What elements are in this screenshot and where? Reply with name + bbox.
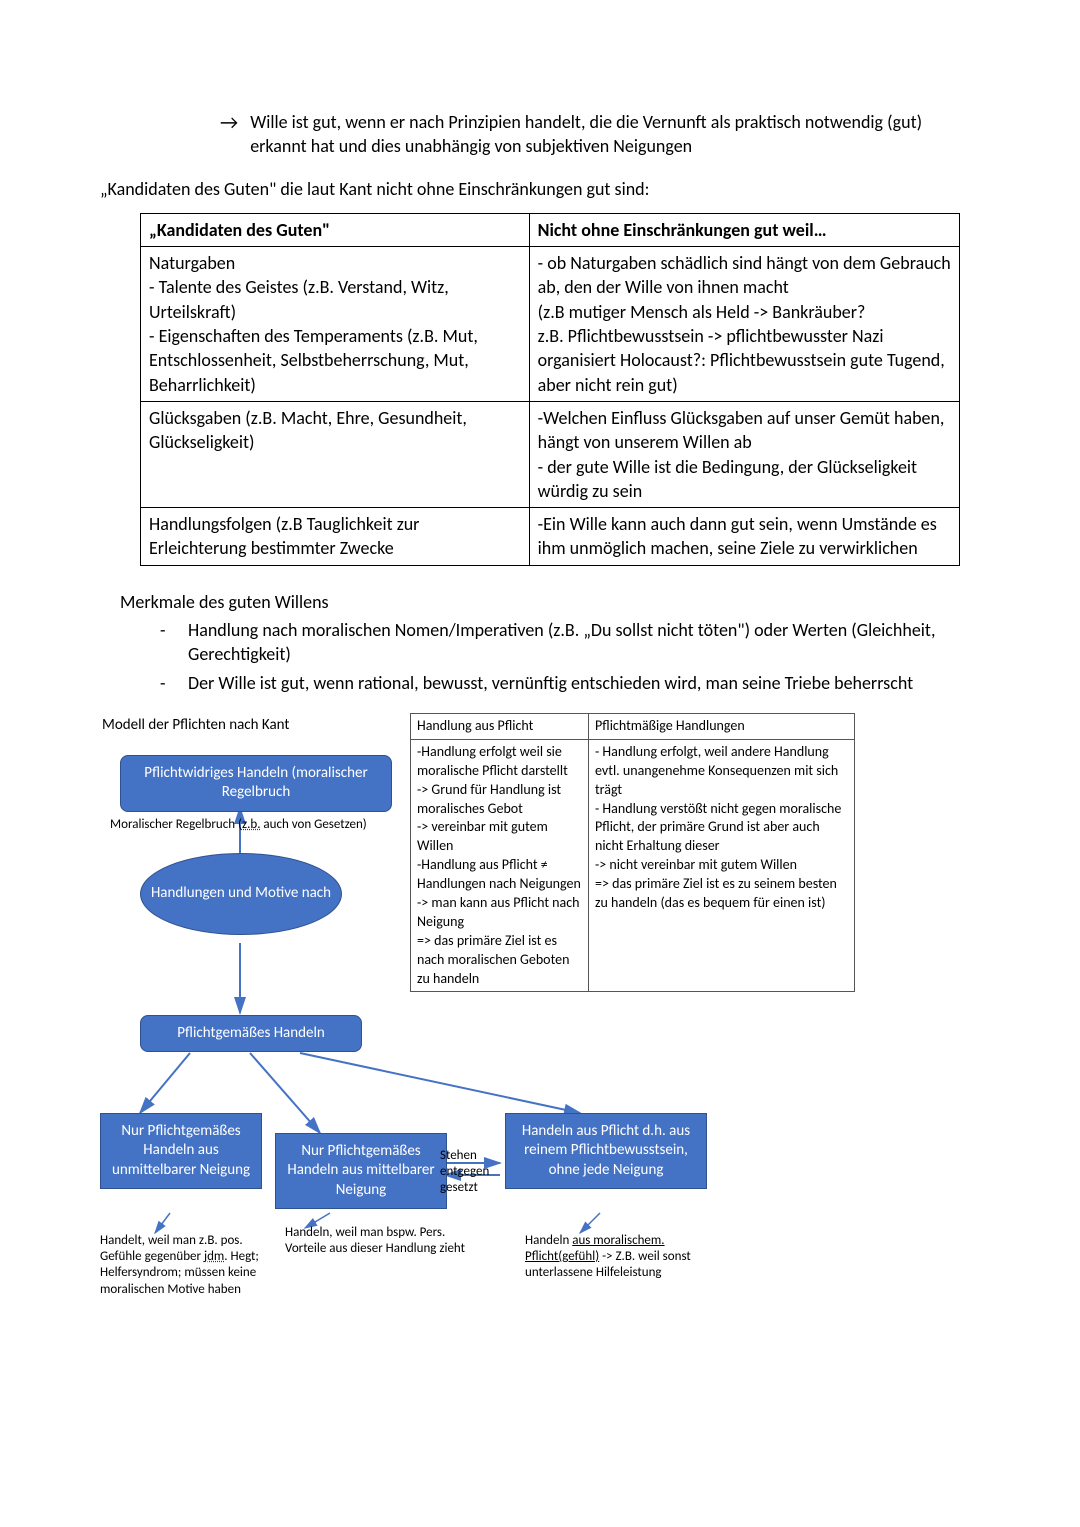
list-item: Handlung nach moralischen Nomen/Imperati… — [160, 618, 980, 667]
dtc2: - Handlung erfolgt, weil andere Handlung… — [588, 739, 854, 992]
cell: Naturgaben - Talente des Geistes (z.B. V… — [141, 247, 530, 402]
dth2: Pflichtmäßige Handlungen — [588, 713, 854, 739]
merkmale-title: Merkmale des guten Willens — [120, 590, 980, 614]
cell: - ob Naturgaben schädlich sind hängt von… — [529, 247, 959, 402]
note-b3: Handeln aus moralischem. Pflicht(gefühl)… — [525, 1233, 725, 1282]
arrow-symbol: → — [220, 111, 238, 135]
table-row: Naturgaben - Talente des Geistes (z.B. V… — [141, 247, 960, 402]
node-b3: Handeln aus Pflicht d.h. aus reinem Pfli… — [505, 1113, 707, 1190]
cell: Glücksgaben (z.B. Macht, Ehre, Gesundhei… — [141, 401, 530, 507]
table-row: Handlungsfolgen (z.B Tauglichkeit zur Er… — [141, 508, 960, 566]
list-item: Der Wille ist gut, wenn rational, bewuss… — [160, 671, 980, 695]
intro-line: „Kandidaten des Guten" die laut Kant nic… — [100, 177, 980, 201]
note-b2: Handeln, weil man bspw. Pers. Vorteile a… — [285, 1225, 475, 1258]
dtc1: -Handlung erfolgt weil sie moralische Pf… — [411, 739, 589, 992]
kant-diagram: Modell der Pflichten nach Kant Handlung … — [100, 713, 1000, 1323]
node-pflichtgemaess: Pflichtgemäßes Handeln — [140, 1015, 362, 1053]
arrow-text: Wille ist gut, wenn er nach Prinzipien h… — [250, 110, 970, 159]
arrow-bullet: → Wille ist gut, wenn er nach Prinzipien… — [220, 110, 980, 159]
cell: -Welchen Einfluss Glücksgaben auf unser … — [529, 401, 959, 507]
node-pflichtwidrig: Pflichtwidriges Handeln (moralischer Reg… — [120, 755, 392, 812]
node-b2: Nur Pflichtgemäßes Handeln aus mittelbar… — [275, 1133, 447, 1210]
merkmale-list: Handlung nach moralischen Nomen/Imperati… — [160, 618, 980, 695]
th-right: Nicht ohne Einschränkungen gut weil… — [529, 213, 959, 246]
diagram-side-table: Handlung aus Pflicht Pflichtmäßige Handl… — [410, 713, 855, 992]
diagram-title: Modell der Pflichten nach Kant — [102, 715, 289, 735]
dth1: Handlung aus Pflicht — [411, 713, 589, 739]
kandidaten-table: „Kandidaten des Guten" Nicht ohne Einsch… — [140, 213, 960, 566]
note-b1: Handelt, weil man z.B. pos. Gefühle gege… — [100, 1233, 280, 1298]
label-regelbruch: Moralischer Regelbruch (z.b. auch von Ge… — [110, 817, 410, 833]
node-b1: Nur Pflichtgemäßes Handeln aus unmittelb… — [100, 1113, 262, 1190]
cell: -Ein Wille kann auch dann gut sein, wenn… — [529, 508, 959, 566]
node-ellipse: Handlungen und Motive nach — [140, 853, 342, 935]
ellipse-text: Handlungen und Motive nach — [151, 884, 331, 904]
label-entgegen: Stehen entgegen gesetzt — [440, 1148, 510, 1197]
table-row: Glücksgaben (z.B. Macht, Ehre, Gesundhei… — [141, 401, 960, 507]
th-left: „Kandidaten des Guten" — [141, 213, 530, 246]
cell: Handlungsfolgen (z.B Tauglichkeit zur Er… — [141, 508, 530, 566]
